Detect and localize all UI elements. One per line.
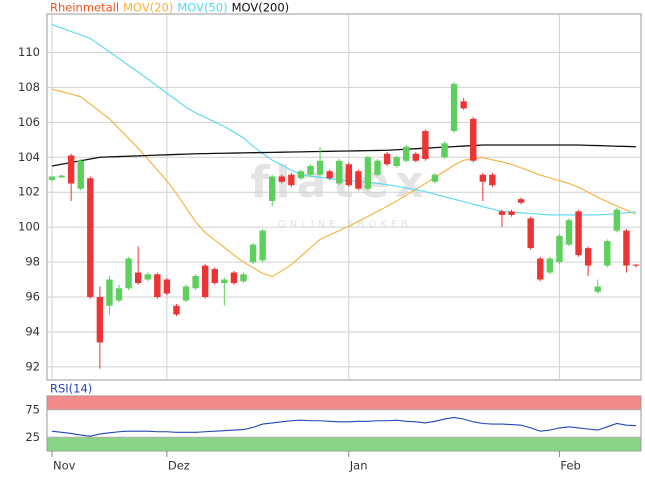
candle-body bbox=[393, 157, 400, 166]
x-tick-label: Jan bbox=[349, 459, 368, 473]
y-tick-label: 98 bbox=[25, 255, 40, 269]
candle-body bbox=[537, 258, 544, 280]
x-tick-label: Feb bbox=[560, 459, 580, 473]
rsi-line bbox=[51, 416, 637, 437]
candle-body bbox=[575, 211, 582, 256]
overbought-band bbox=[47, 396, 641, 410]
moving-average-line bbox=[51, 88, 637, 278]
candle-body bbox=[58, 175, 65, 178]
moving-average-line bbox=[51, 23, 637, 216]
legend-entry: MOV(50) bbox=[177, 1, 227, 15]
candle-body bbox=[336, 160, 343, 184]
candle-body bbox=[460, 101, 467, 109]
legend-entry: Rheinmetall bbox=[50, 1, 119, 15]
candle-body bbox=[230, 272, 238, 284]
y-tick-label: 106 bbox=[18, 115, 40, 129]
candle-body bbox=[441, 143, 448, 158]
candle-body bbox=[134, 272, 142, 284]
candle-body bbox=[163, 279, 171, 294]
candle-body bbox=[489, 174, 496, 186]
candle-body bbox=[326, 171, 333, 179]
candle-body bbox=[565, 220, 573, 245]
oversold-band bbox=[47, 437, 641, 451]
candle-body bbox=[240, 274, 247, 282]
candle-body bbox=[182, 286, 190, 301]
candle-body bbox=[584, 248, 592, 266]
candle-body bbox=[316, 160, 324, 175]
candle-body bbox=[364, 157, 372, 189]
rsi-tick-label: 75 bbox=[25, 402, 40, 416]
candle-body bbox=[508, 211, 515, 215]
x-tick-label: Dez bbox=[168, 459, 190, 473]
y-tick-label: 92 bbox=[25, 359, 40, 373]
y-tick-label: 94 bbox=[25, 324, 40, 338]
candle-body bbox=[259, 230, 266, 261]
rsi-label: RSI(14) bbox=[50, 382, 92, 396]
candle-body bbox=[115, 288, 123, 301]
candle-body bbox=[604, 241, 611, 266]
candle-body bbox=[268, 176, 276, 201]
candle-body bbox=[67, 155, 75, 184]
candle-body bbox=[87, 178, 94, 298]
candle-body bbox=[383, 153, 391, 165]
candle-body bbox=[192, 276, 199, 289]
candle-body bbox=[355, 171, 362, 189]
y-tick-label: 102 bbox=[18, 185, 40, 199]
main-panel bbox=[46, 13, 642, 381]
candle-body bbox=[48, 176, 56, 180]
y-tick-label: 96 bbox=[25, 290, 40, 304]
candle-body bbox=[96, 297, 104, 343]
candle-body bbox=[479, 174, 487, 182]
candle-body bbox=[221, 279, 228, 284]
candle-body bbox=[374, 160, 381, 175]
x-tick-label: Nov bbox=[53, 459, 76, 473]
y-tick-label: 100 bbox=[18, 220, 40, 234]
candle-body bbox=[125, 258, 132, 289]
candle-body bbox=[546, 258, 554, 273]
candle-body bbox=[106, 279, 113, 306]
candle-body bbox=[613, 209, 621, 231]
watermark-text: ONLINE BROKER bbox=[278, 219, 412, 230]
legend-entry: MOV(200) bbox=[232, 1, 290, 15]
rsi-tick-label: 25 bbox=[25, 430, 40, 444]
candle-body bbox=[278, 176, 285, 182]
y-tick-label: 108 bbox=[18, 80, 40, 94]
candle-body bbox=[403, 146, 410, 161]
candle-body bbox=[623, 230, 630, 266]
legend-entry: MOV(20) bbox=[123, 1, 173, 15]
candle-body bbox=[431, 174, 439, 182]
candle-body bbox=[307, 165, 314, 175]
candle-body bbox=[422, 131, 429, 160]
candle-body bbox=[288, 174, 295, 186]
candle-body bbox=[154, 274, 161, 298]
candle-body bbox=[470, 118, 477, 161]
candle-body bbox=[412, 153, 420, 161]
y-tick-label: 104 bbox=[18, 150, 40, 164]
candle-body bbox=[144, 274, 151, 280]
candle-body bbox=[201, 265, 209, 298]
candle-body bbox=[517, 199, 525, 203]
candle-body bbox=[173, 305, 180, 315]
candle-body bbox=[450, 83, 458, 132]
candle-body bbox=[297, 171, 305, 179]
candle-body bbox=[632, 264, 640, 266]
y-tick-label: 110 bbox=[18, 45, 40, 59]
candle-body bbox=[249, 244, 257, 263]
candle-body bbox=[556, 235, 563, 263]
candle-body bbox=[594, 286, 601, 292]
candle-body bbox=[77, 160, 84, 189]
candle-body bbox=[211, 269, 218, 284]
candle-body bbox=[345, 164, 352, 186]
moving-average-line bbox=[51, 144, 637, 167]
candle-body bbox=[527, 218, 534, 249]
candle-body bbox=[498, 211, 506, 215]
